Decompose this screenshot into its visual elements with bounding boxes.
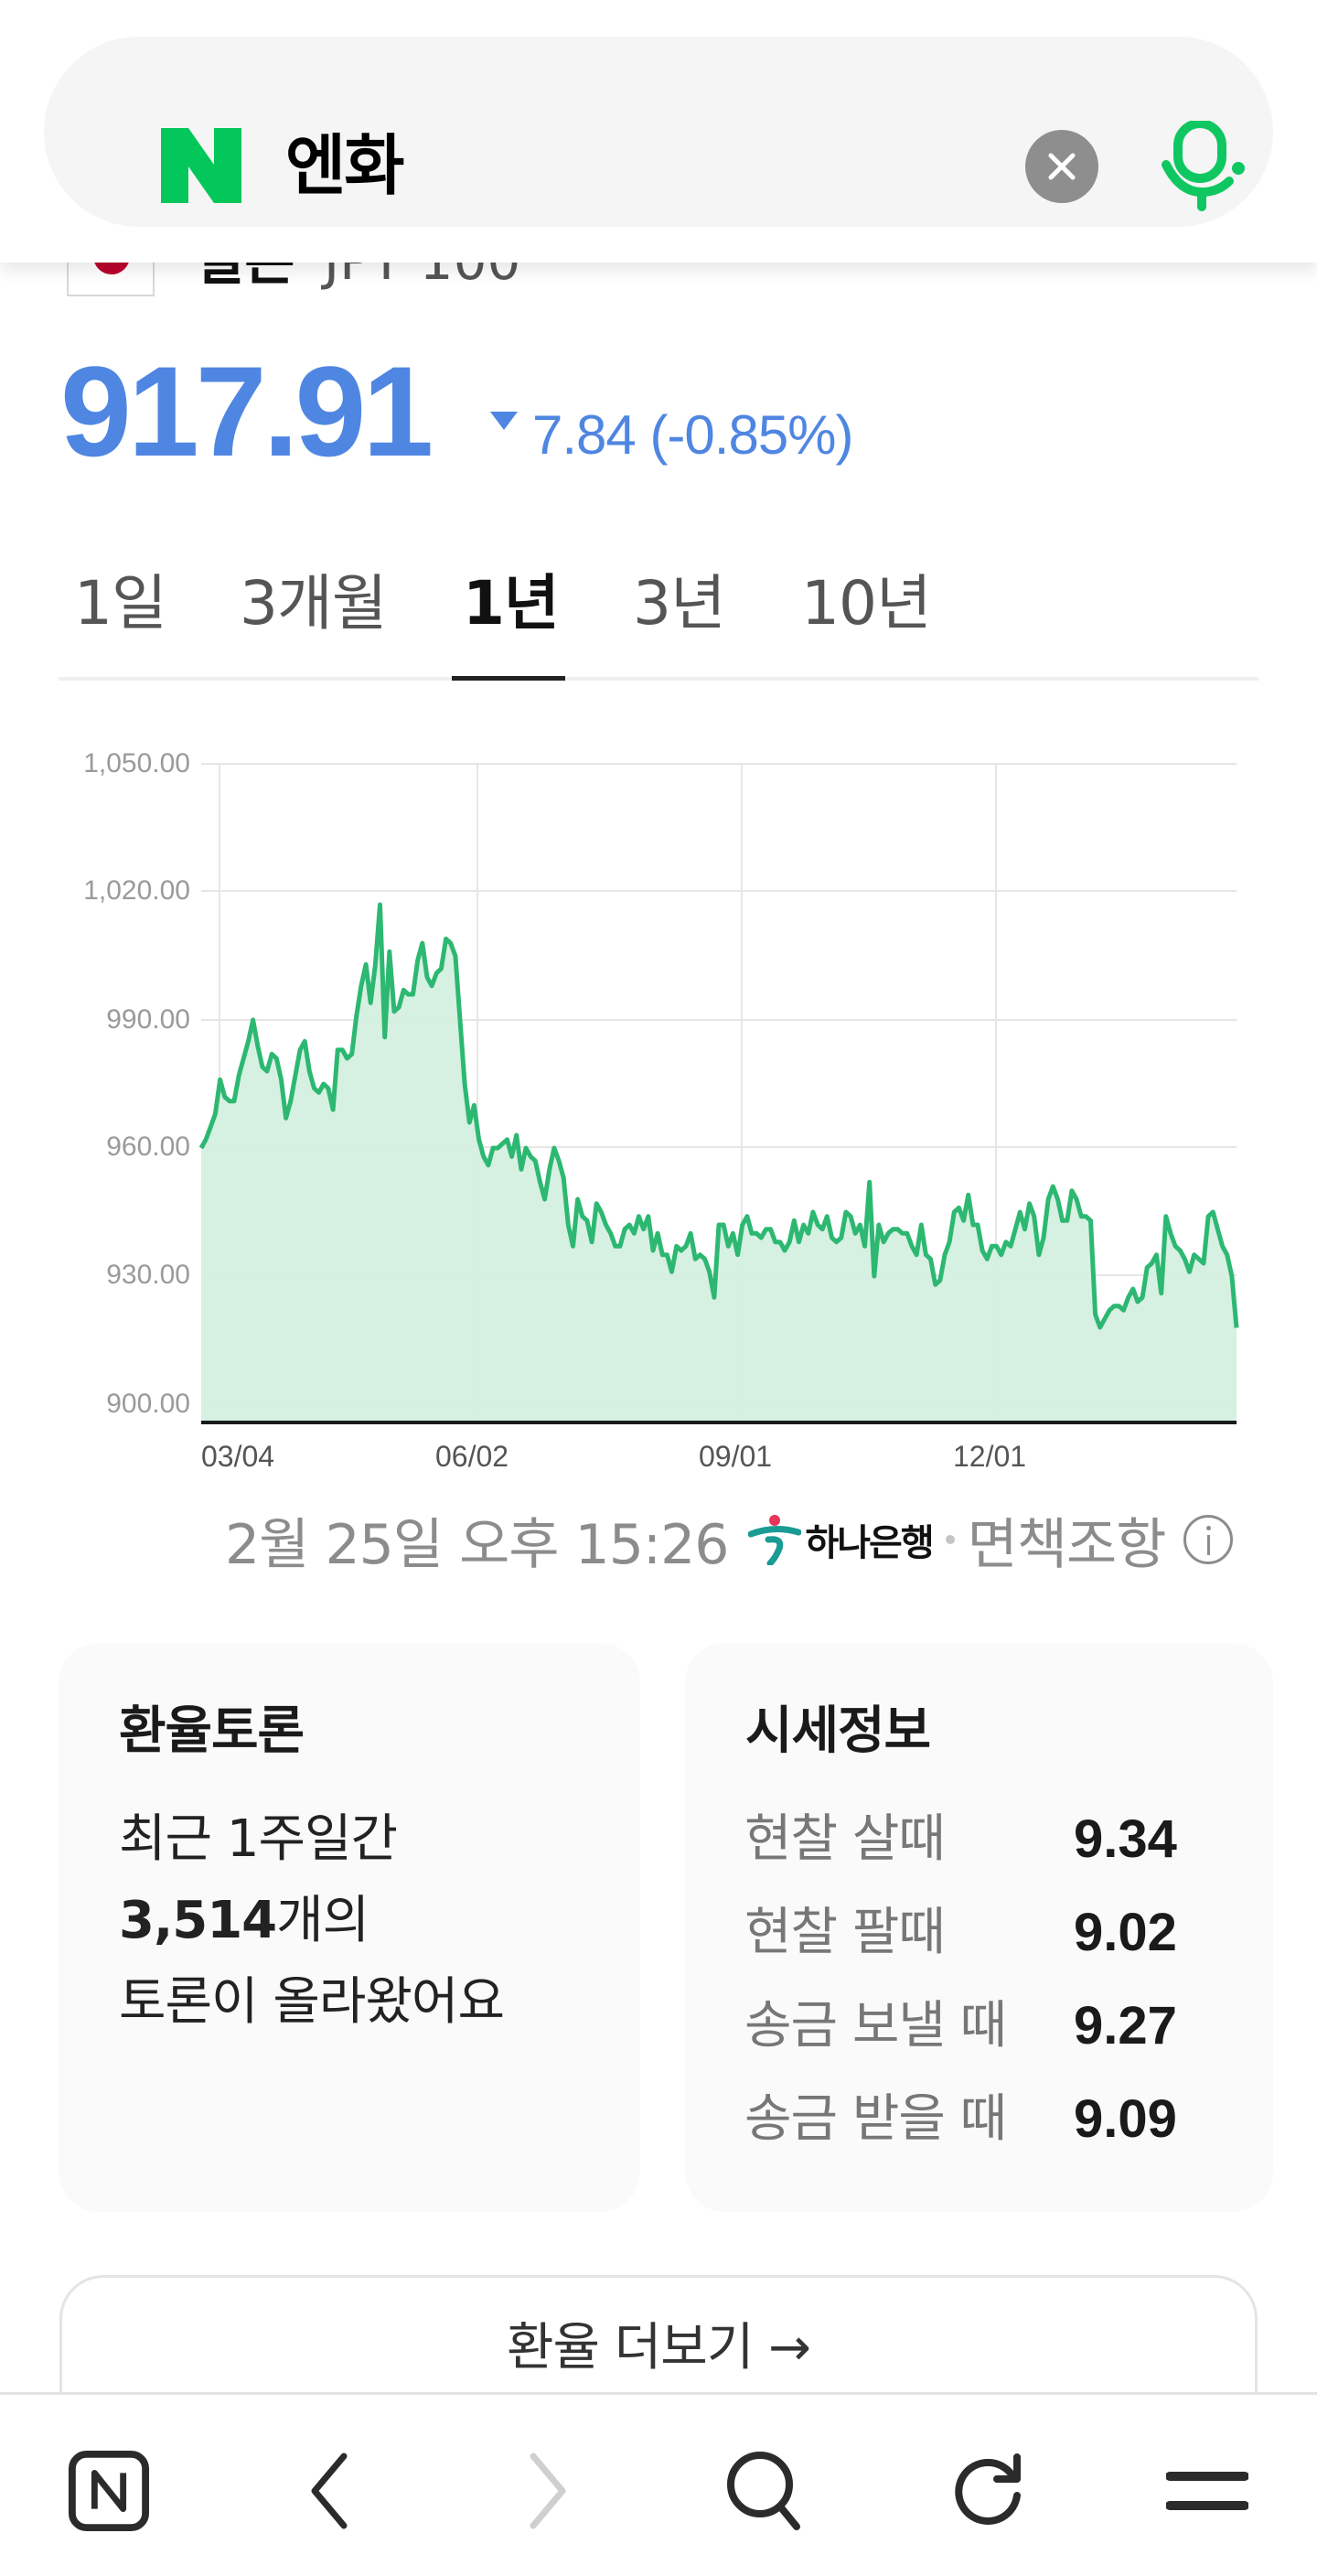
discussion-line-2: 3,514개의	[119, 1880, 504, 1961]
update-timestamp: 2월 25일 오후 15:26	[225, 1512, 729, 1577]
source-info: 2월 25일 오후 15:26 하나은행 면책조항	[225, 1508, 1234, 1577]
info-icon[interactable]	[1183, 1515, 1234, 1564]
discussion-title: 환율토론	[119, 1701, 305, 1761]
quote-value: 9.02	[1074, 1903, 1177, 1962]
search-query[interactable]: 엔화	[285, 127, 404, 204]
discussion-card[interactable]: 환율토론 최근 1주일간 3,514개의 토론이 올라왔어요	[59, 1643, 640, 2212]
tab-10-years[interactable]: 10년	[801, 568, 932, 639]
y-tick-label: 1,050.00	[83, 748, 190, 778]
search-bar[interactable]: 엔화	[44, 37, 1273, 227]
quote-value: 9.34	[1074, 1809, 1177, 1869]
forward-button[interactable]	[509, 2445, 591, 2537]
separator-dot	[945, 1535, 955, 1544]
x-tick-label: 12/01	[953, 1440, 1027, 1473]
quote-label: 송금 받을 때	[744, 2089, 1007, 2149]
active-tab-indicator	[452, 676, 565, 681]
clear-search-button[interactable]	[1025, 130, 1098, 203]
search-button[interactable]	[723, 2445, 806, 2537]
tab-1-day[interactable]: 1일	[74, 568, 167, 639]
discussion-count-suffix: 개의	[276, 1891, 369, 1950]
forward-icon	[530, 2453, 566, 2529]
bank-name: 하나은행	[805, 1522, 934, 1564]
quote-row: 현찰 살때 9.34	[744, 1798, 1220, 1881]
x-tick-label: 03/04	[201, 1440, 275, 1473]
naver-home-icon	[68, 2450, 150, 2532]
naver-home-button[interactable]	[68, 2445, 150, 2537]
quote-label: 현찰 살때	[744, 1809, 946, 1869]
hana-bank-logo-icon	[748, 1515, 802, 1565]
discussion-count: 3,514	[119, 1891, 277, 1950]
y-tick-label: 1,020.00	[83, 875, 190, 906]
close-icon	[1048, 153, 1076, 180]
tab-1-year[interactable]: 1년	[463, 568, 560, 639]
quote-row: 송금 보낼 때 9.27	[744, 1985, 1220, 2067]
discussion-line-3: 토론이 올라왔어요	[119, 1972, 505, 2032]
quote-row: 송금 받을 때 9.09	[744, 2078, 1220, 2161]
chart-plot	[198, 763, 1239, 1424]
refresh-icon	[955, 2453, 1021, 2525]
refresh-button[interactable]	[949, 2445, 1032, 2537]
quote-value: 9.27	[1074, 1996, 1177, 2055]
browser-bottom-nav	[0, 2392, 1317, 2576]
search-icon	[727, 2452, 800, 2530]
microphone-icon[interactable]	[1162, 121, 1246, 212]
quote-value: 9.09	[1074, 2089, 1177, 2149]
quote-label: 송금 보낼 때	[744, 1996, 1007, 2055]
tab-3-years[interactable]: 3년	[633, 568, 726, 639]
price-change: 7.84 (-0.85%)	[532, 404, 854, 466]
quote-label: 현찰 팔때	[744, 1903, 946, 1962]
discussion-line-1: 최근 1주일간	[119, 1809, 398, 1869]
hana-bank-logo[interactable]: 하나은행	[748, 1513, 935, 1566]
more-button-label: 환율 더보기 →	[506, 2318, 811, 2377]
period-tabs: 1일 3개월 1년 3년 10년	[59, 558, 1258, 682]
back-button[interactable]	[286, 2445, 369, 2537]
quote-info-card[interactable]: 시세정보 현찰 살때 9.34 현찰 팔때 9.02 송금 보낼 때 9.27 …	[685, 1643, 1273, 2212]
quote-info-title: 시세정보	[745, 1701, 931, 1761]
naver-logo-icon	[161, 128, 241, 203]
discussion-summary: 최근 1주일간 3,514개의 토론이 올라왔어요	[119, 1798, 505, 2043]
disclaimer-link[interactable]: 면책조항	[967, 1512, 1167, 1577]
y-tick-label: 960.00	[106, 1132, 190, 1162]
x-tick-label: 09/01	[699, 1440, 773, 1473]
y-tick-label: 930.00	[106, 1260, 190, 1290]
quote-row: 현찰 팔때 9.02	[744, 1892, 1220, 1974]
tabs-divider	[59, 677, 1258, 681]
search-header: 엔화	[0, 0, 1317, 263]
y-tick-label: 900.00	[106, 1389, 190, 1419]
tab-3-months[interactable]: 3개월	[240, 568, 387, 639]
exchange-rate-chart[interactable]: 1,050.00 1,020.00 990.00 960.00 930.00 9…	[0, 732, 1317, 1482]
y-tick-label: 990.00	[106, 1004, 190, 1035]
menu-icon	[1166, 2472, 1248, 2510]
menu-button[interactable]	[1166, 2445, 1248, 2537]
x-tick-label: 06/02	[435, 1440, 509, 1473]
down-arrow-icon	[490, 412, 518, 430]
exchange-rate-price: 917.91	[60, 339, 434, 483]
back-icon	[311, 2453, 348, 2529]
